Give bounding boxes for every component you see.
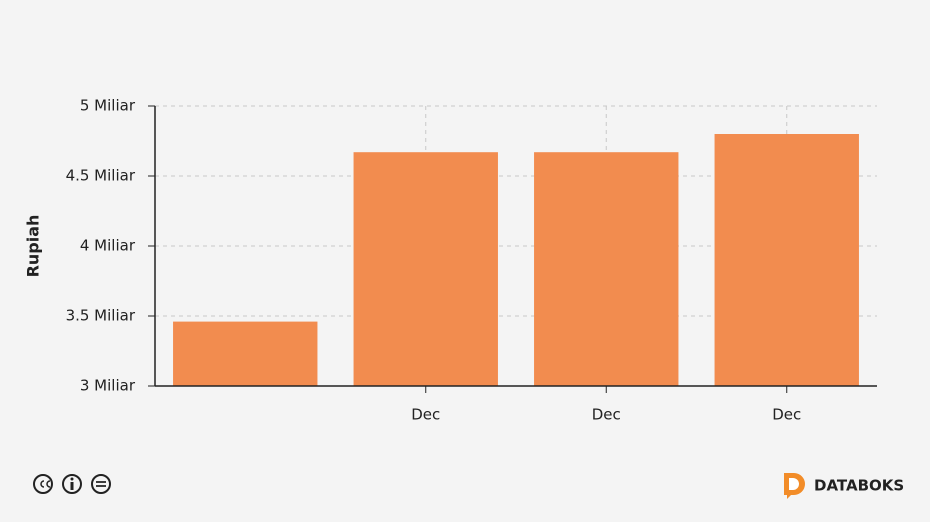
y-tick-label: 3 Miliar bbox=[80, 377, 136, 395]
license-icons bbox=[33, 474, 111, 494]
x-tick-label: Dec bbox=[411, 406, 440, 424]
y-tick-label: 4.5 Miliar bbox=[66, 167, 136, 185]
x-tick-label: Dec bbox=[592, 406, 621, 424]
bar bbox=[353, 152, 498, 386]
bar bbox=[714, 134, 859, 386]
y-tick-label: 4 Miliar bbox=[80, 237, 136, 255]
y-tick-label: 3.5 Miliar bbox=[66, 307, 136, 325]
brand-name: DATABOKS bbox=[814, 477, 904, 495]
y-axis-label: Rupiah bbox=[24, 215, 43, 278]
brand-logo bbox=[784, 473, 805, 499]
plot: 3 Miliar 3.5 Miliar 4 Miliar 4.5 Miliar 5 Mi… bbox=[66, 97, 877, 424]
y-tick-label: 5 Miliar bbox=[80, 97, 136, 115]
x-tick-label: Dec bbox=[772, 406, 801, 424]
bar bbox=[534, 152, 679, 386]
bar bbox=[173, 321, 318, 386]
